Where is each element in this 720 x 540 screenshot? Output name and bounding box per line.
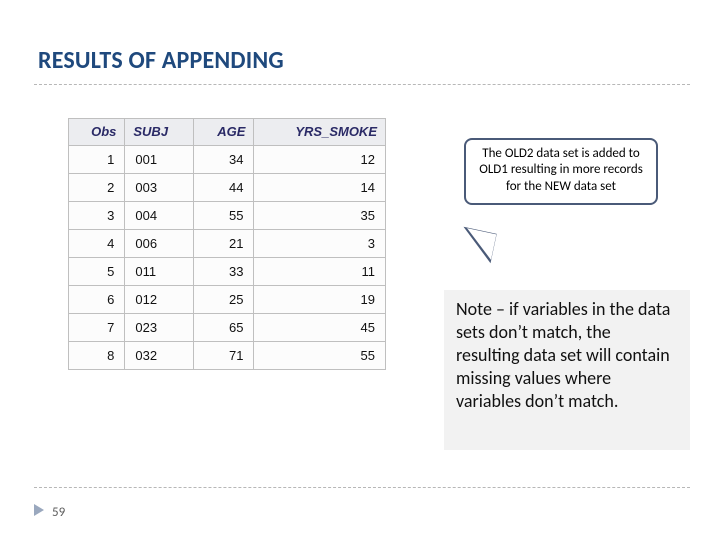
col-obs: Obs: [69, 119, 125, 146]
col-yrs-smoke: YRS_SMOKE: [254, 119, 386, 146]
cell-age: 34: [194, 146, 254, 174]
table-row: 1 001 34 12: [69, 146, 386, 174]
cell-yrs: 19: [254, 286, 386, 314]
results-table-container: Obs SUBJ AGE YRS_SMOKE 1 001 34 12 2 003…: [68, 118, 386, 370]
results-table: Obs SUBJ AGE YRS_SMOKE 1 001 34 12 2 003…: [68, 118, 386, 370]
table-row: 3 004 55 35: [69, 202, 386, 230]
page-number: 59: [52, 505, 65, 520]
cell-age: 25: [194, 286, 254, 314]
slide: RESULTS OF APPENDING Obs SUBJ AGE YRS_SM…: [0, 0, 720, 540]
cell-age: 44: [194, 174, 254, 202]
cell-age: 21: [194, 230, 254, 258]
table-row: 6 012 25 19: [69, 286, 386, 314]
cell-subj: 001: [125, 146, 194, 174]
cell-subj: 011: [125, 258, 194, 286]
cell-yrs: 14: [254, 174, 386, 202]
cell-age: 33: [194, 258, 254, 286]
footer-divider: [34, 487, 690, 488]
cell-yrs: 3: [254, 230, 386, 258]
cell-obs: 3: [69, 202, 125, 230]
cell-yrs: 45: [254, 314, 386, 342]
cell-age: 55: [194, 202, 254, 230]
cell-subj: 032: [125, 342, 194, 370]
table-row: 7 023 65 45: [69, 314, 386, 342]
table-row: 4 006 21 3: [69, 230, 386, 258]
cell-obs: 8: [69, 342, 125, 370]
cell-subj: 006: [125, 230, 194, 258]
cell-obs: 2: [69, 174, 125, 202]
cell-age: 71: [194, 342, 254, 370]
table-body: 1 001 34 12 2 003 44 14 3 004 55 35: [69, 146, 386, 370]
cell-subj: 003: [125, 174, 194, 202]
page-title: RESULTS OF APPENDING: [38, 46, 284, 75]
cell-yrs: 35: [254, 202, 386, 230]
table-row: 2 003 44 14: [69, 174, 386, 202]
table-row: 8 032 71 55: [69, 342, 386, 370]
table-header-row: Obs SUBJ AGE YRS_SMOKE: [69, 119, 386, 146]
cell-yrs: 12: [254, 146, 386, 174]
col-age: AGE: [194, 119, 254, 146]
cell-age: 65: [194, 314, 254, 342]
cell-yrs: 55: [254, 342, 386, 370]
callout-box: The OLD2 data set is added to OLD1 resul…: [464, 138, 658, 205]
note-box: Note – if variables in the data sets don…: [444, 290, 690, 450]
cell-yrs: 11: [254, 258, 386, 286]
footer-arrow-icon: [34, 504, 44, 516]
cell-subj: 023: [125, 314, 194, 342]
cell-subj: 012: [125, 286, 194, 314]
title-divider: [34, 84, 690, 85]
cell-subj: 004: [125, 202, 194, 230]
cell-obs: 5: [69, 258, 125, 286]
cell-obs: 1: [69, 146, 125, 174]
cell-obs: 6: [69, 286, 125, 314]
cell-obs: 4: [69, 230, 125, 258]
col-subj: SUBJ: [125, 119, 194, 146]
cell-obs: 7: [69, 314, 125, 342]
table-row: 5 011 33 11: [69, 258, 386, 286]
